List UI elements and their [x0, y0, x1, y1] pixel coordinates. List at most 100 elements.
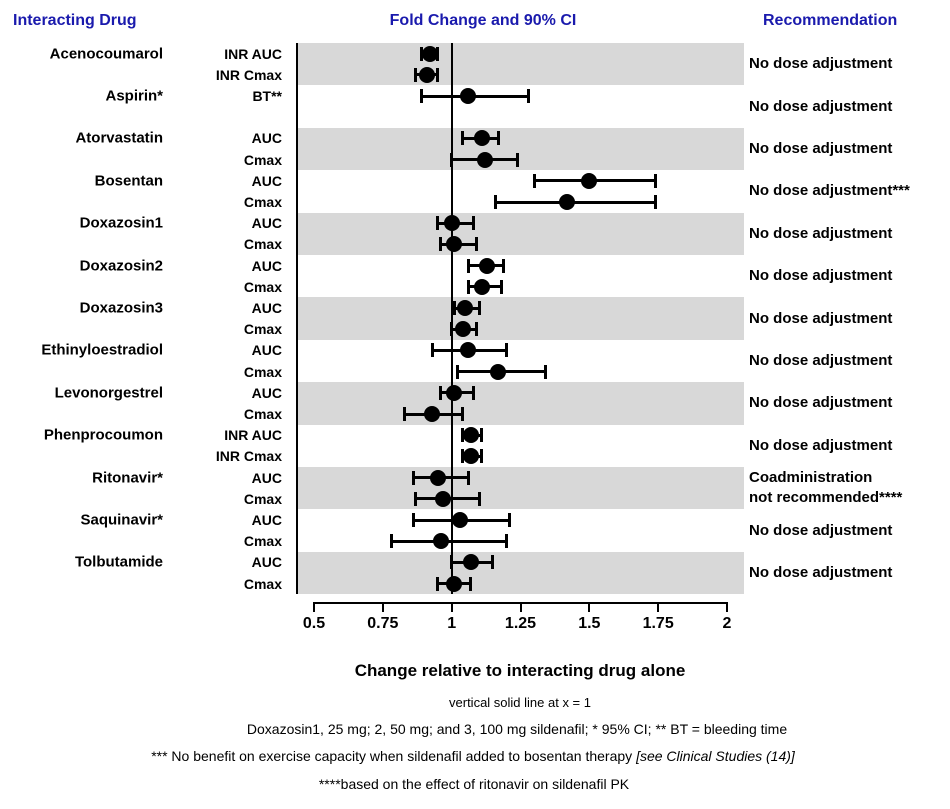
drug-label: Ritonavir*: [92, 469, 163, 487]
drug-label: Levonorgestrel: [54, 384, 163, 402]
point-estimate-dot: [429, 469, 446, 486]
ci-cap-right: [472, 216, 476, 231]
row-band-gray: [297, 551, 744, 595]
recommendation-label: No dose adjustment: [749, 564, 893, 581]
recommendation-header: Recommendation: [763, 12, 898, 29]
ci-cap-left: [455, 364, 459, 379]
point-estimate-dot: [476, 151, 493, 168]
point-estimate-dot: [462, 427, 479, 444]
ci-cap-left: [414, 67, 418, 82]
measure-label: AUC: [251, 512, 282, 528]
point-estimate-dot: [462, 448, 479, 465]
ci-cap-right: [480, 428, 484, 443]
ci-cap-left: [532, 173, 536, 188]
footnote-reference-line: vertical solid line at x = 1: [449, 695, 591, 710]
row-band-white: [297, 509, 744, 552]
footnote-ritonavir: ****based on the effect of ritonavir on …: [318, 776, 630, 792]
x-axis-tick-label: 0.75: [367, 615, 399, 632]
row-band-white: [297, 170, 744, 213]
measure-label: AUC: [251, 172, 282, 189]
measure-label: AUC: [251, 300, 282, 316]
ci-cap-right: [527, 89, 531, 103]
measure-label: AUC: [251, 215, 282, 232]
footnote-bosentan-citation: [see Clinical Studies (14)]: [636, 748, 795, 764]
x-axis-tick-label: 1.25: [504, 615, 537, 632]
ci-cap-right: [516, 152, 520, 167]
recommendation-label: No dose adjustment: [749, 224, 893, 242]
reference-line: [450, 43, 453, 595]
ci-cap-right: [499, 279, 503, 294]
point-estimate-dot: [479, 257, 496, 274]
drug-label: Saquinavir*: [80, 511, 163, 529]
x-axis-tick: [313, 602, 315, 612]
measure-label: AUC: [251, 469, 282, 486]
drug-label: Doxazosin1: [79, 214, 163, 232]
fold-change-header: Fold Change and 90% CI: [389, 12, 577, 29]
measure-label: Cmax: [243, 151, 282, 168]
measure-label: Cmax: [243, 278, 282, 295]
ci-cap-left: [419, 46, 423, 61]
recommendation-label: No dose adjustment: [749, 521, 893, 539]
measure-label: Cmax: [243, 490, 282, 507]
measure-label: INR Cmax: [215, 448, 282, 465]
recommendation-label: No dose adjustment: [749, 436, 893, 454]
point-estimate-dot: [462, 554, 479, 571]
measure-label: AUC: [251, 130, 282, 147]
ci-cap-left: [461, 428, 465, 443]
ci-cap-left: [411, 513, 415, 527]
ci-cap-left: [439, 385, 443, 400]
point-estimate-dot: [559, 194, 576, 210]
footnote-bosentan-text: *** No benefit on exercise capacity when…: [151, 748, 637, 764]
row-band-white: [297, 85, 744, 128]
measure-label: AUC: [251, 554, 282, 571]
drug-label: Atorvastatin: [75, 129, 163, 147]
ci-cap-left: [450, 152, 454, 167]
row-band-gray: [297, 212, 744, 255]
x-axis-tick-label: 2: [722, 615, 732, 632]
ci-cap-left: [389, 534, 393, 549]
x-axis-tick: [450, 602, 453, 612]
ci-bar: [495, 200, 656, 204]
drug-label: Ethinyloestradiol: [41, 341, 163, 359]
recommendation-label: No dose adjustment: [749, 97, 893, 115]
recommendation-label: No dose adjustment: [749, 267, 893, 285]
ci-cap-right: [474, 322, 478, 337]
recommendation-label: No dose adjustment: [749, 140, 893, 157]
ci-cap-left: [436, 216, 440, 231]
point-estimate-dot: [581, 172, 598, 189]
ci-cap-right: [543, 364, 547, 379]
measure-label: Cmax: [243, 236, 282, 253]
point-estimate-dot: [460, 342, 477, 359]
measure-label: AUC: [251, 342, 282, 359]
drug-label: Doxazosin2: [79, 257, 163, 275]
ci-cap-right: [505, 534, 509, 549]
ci-cap-right: [469, 576, 473, 591]
point-estimate-dot: [454, 321, 471, 338]
drug-label: Phenprocoumon: [43, 426, 163, 444]
point-estimate-dot: [446, 236, 463, 253]
measure-label: Cmax: [243, 321, 282, 338]
point-estimate-dot: [421, 45, 438, 62]
ci-cap-left: [452, 301, 456, 315]
measure-label: Cmax: [243, 194, 282, 210]
point-estimate-dot: [457, 300, 474, 316]
row-band-white: [297, 255, 744, 298]
measure-label: INR AUC: [224, 427, 282, 444]
measure-label: BT**: [252, 88, 282, 104]
point-estimate-dot: [443, 215, 460, 232]
ci-cap-right: [653, 173, 657, 188]
recommendation-label: No dose adjustment: [749, 309, 893, 327]
point-estimate-dot: [418, 66, 435, 83]
row-band-white: [297, 424, 744, 467]
row-band-gray: [297, 297, 744, 340]
ci-cap-left: [411, 470, 415, 485]
row-band-gray: [297, 127, 744, 171]
ci-cap-left: [436, 576, 440, 591]
ci-cap-left: [461, 449, 465, 464]
point-estimate-dot: [451, 512, 468, 528]
measure-label: INR AUC: [224, 45, 282, 62]
ci-cap-right: [505, 343, 509, 358]
measure-label: Cmax: [243, 575, 282, 592]
ci-cap-right: [477, 301, 481, 315]
